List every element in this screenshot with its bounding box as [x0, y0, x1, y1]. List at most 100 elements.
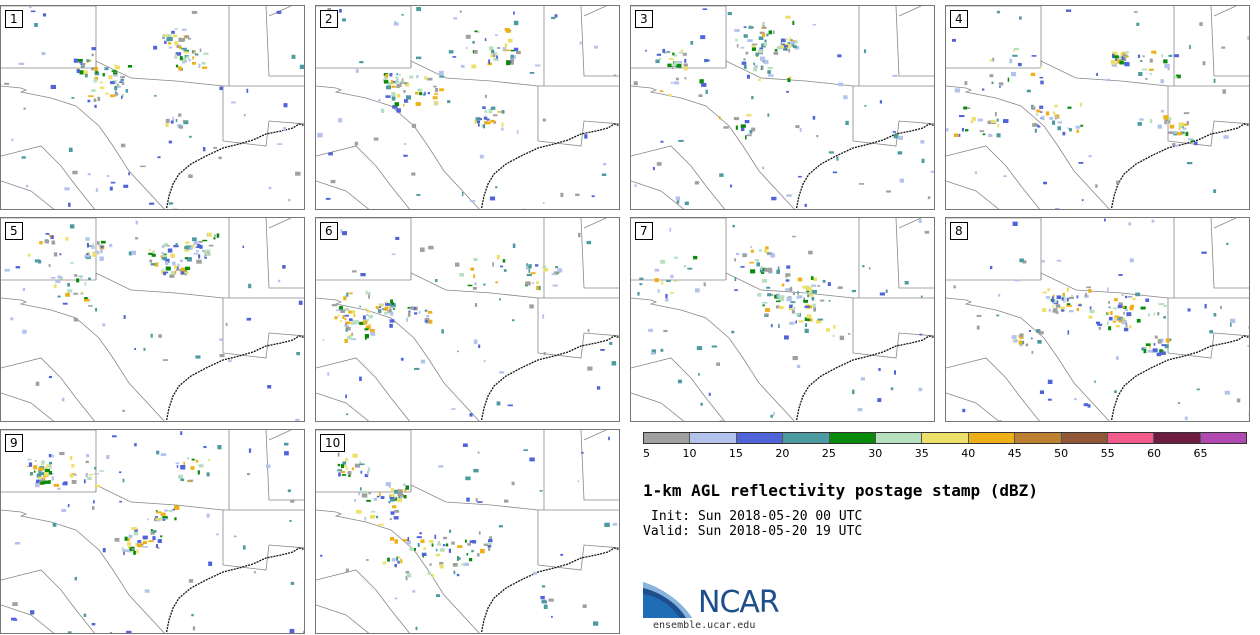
echo-cell	[719, 420, 724, 421]
echo-cell	[654, 278, 659, 283]
echo-cell	[596, 386, 601, 390]
echo-cell	[360, 470, 363, 474]
echo-cell	[1012, 340, 1018, 343]
echo-cell	[668, 93, 672, 97]
echo-cell	[348, 321, 353, 325]
echo-cell	[763, 42, 767, 47]
echo-cell	[366, 470, 369, 476]
echo-cell	[1066, 287, 1069, 292]
echo-cell	[134, 443, 137, 447]
echo-cell	[344, 464, 347, 468]
echo-cell	[771, 196, 777, 201]
echo-cell	[777, 266, 780, 271]
echo-cell	[704, 59, 710, 62]
echo-cell	[391, 253, 396, 256]
echo-cell	[584, 134, 588, 139]
echo-cell	[492, 53, 496, 58]
echo-cell	[536, 285, 539, 290]
echo-cell	[291, 54, 296, 59]
echo-cell	[196, 259, 202, 264]
echo-cell	[29, 6, 32, 9]
echo-cell	[253, 571, 256, 574]
echo-cell	[744, 120, 750, 124]
echo-cell	[397, 560, 400, 564]
echo-cell	[560, 192, 564, 197]
echo-cell	[327, 372, 330, 376]
echo-cell	[117, 83, 119, 87]
echo-cell	[185, 35, 190, 38]
echo-cell	[165, 118, 170, 123]
echo-cell	[134, 528, 138, 533]
echo-cell	[346, 292, 349, 297]
state-border	[631, 297, 795, 421]
echo-cell	[674, 256, 678, 260]
echo-cell	[958, 133, 961, 137]
echo-cell	[1057, 126, 1061, 131]
echo-cell	[760, 266, 763, 270]
echo-cell	[1107, 287, 1109, 292]
echo-cell	[457, 557, 461, 560]
echo-cell	[190, 466, 195, 470]
echo-cell	[162, 518, 166, 521]
echo-cell	[400, 558, 402, 563]
state-border	[631, 392, 685, 421]
echo-cell	[551, 616, 553, 618]
echo-cell	[83, 613, 87, 617]
echo-cell	[100, 248, 103, 254]
echo-cell	[785, 273, 791, 277]
echo-cell	[757, 293, 762, 297]
echo-cell	[396, 498, 402, 503]
echo-cell	[390, 488, 394, 492]
echo-cell	[396, 556, 399, 561]
echo-cell	[1157, 312, 1160, 316]
echo-cell	[359, 487, 362, 491]
echo-cell	[1019, 16, 1022, 20]
echo-cell	[1057, 121, 1063, 124]
echo-cell	[142, 535, 148, 540]
echo-cell	[507, 404, 513, 407]
echo-cell	[142, 541, 148, 545]
echo-cell	[52, 522, 57, 527]
echo-cell	[762, 33, 766, 37]
echo-cell	[457, 350, 459, 353]
echo-cell	[1110, 60, 1116, 65]
state-border	[580, 430, 619, 501]
echo-cell	[828, 299, 831, 302]
echo-cell	[87, 99, 91, 103]
echo-cell	[832, 334, 835, 337]
echo-cell	[110, 94, 114, 97]
echo-cell	[661, 280, 664, 285]
echo-cell	[283, 442, 289, 446]
state-border	[316, 509, 480, 633]
echo-cell	[769, 269, 772, 274]
echo-cell	[385, 77, 388, 81]
echo-cell	[1031, 350, 1034, 354]
echo-cell	[123, 184, 129, 188]
echo-cell	[890, 387, 894, 391]
echo-cell	[11, 138, 14, 142]
echo-cell	[1076, 295, 1079, 299]
echo-cell	[787, 77, 791, 83]
echo-cell	[792, 356, 798, 361]
echo-cell	[1130, 304, 1135, 309]
echo-cell	[33, 465, 38, 470]
echo-cell	[1168, 117, 1172, 121]
echo-cell	[1088, 155, 1092, 158]
echo-cell	[748, 26, 754, 29]
state-border	[895, 6, 934, 77]
echo-cell	[790, 286, 793, 290]
echo-cell	[163, 271, 169, 274]
echo-cell	[813, 277, 817, 282]
echo-cell	[157, 156, 161, 159]
echo-cell	[1222, 89, 1226, 94]
echo-cell	[165, 34, 172, 38]
echo-cell	[203, 446, 207, 449]
echo-cell	[668, 58, 674, 60]
echo-cell	[670, 292, 674, 294]
echo-cell	[467, 543, 471, 546]
echo-cell	[396, 108, 401, 113]
echo-cell	[394, 597, 398, 600]
echo-cell	[1076, 129, 1080, 133]
echo-cell	[51, 476, 54, 481]
echo-cell	[59, 253, 62, 256]
